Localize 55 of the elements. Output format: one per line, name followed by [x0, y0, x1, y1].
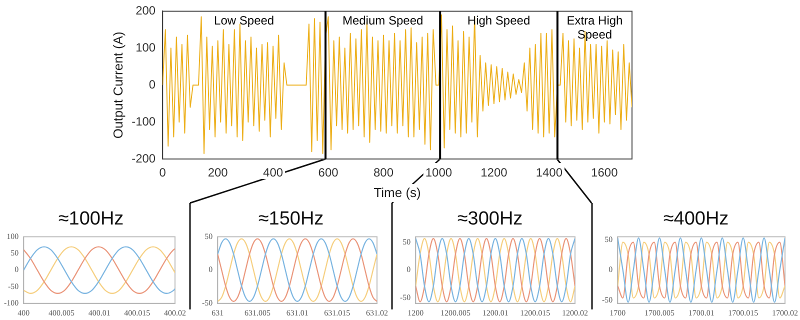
- x-tick-label: 1700.02: [772, 308, 798, 318]
- y-tick-label: 0: [208, 265, 213, 274]
- x-tick-label: 1200.01: [482, 308, 508, 318]
- y-tick-label: -100: [132, 114, 156, 128]
- x-tick-label: 800: [373, 166, 394, 180]
- x-tick-label: 1700.015: [728, 308, 758, 318]
- y-tick-label: 0: [14, 265, 19, 274]
- x-tick-label: 1200: [408, 308, 424, 318]
- y-tick-label: 200: [136, 4, 156, 18]
- chart-title: ≈150Hz: [258, 208, 324, 230]
- x-tick-label: 400: [18, 308, 30, 318]
- annotation: Low Speed: [214, 14, 274, 28]
- x-tick-label: 1000: [425, 166, 452, 180]
- x-tick-label: 1700.005: [644, 308, 674, 318]
- x-tick-label: 400.02: [164, 308, 186, 318]
- x-tick-label: 600: [318, 166, 339, 180]
- y-tick-label: 0: [608, 265, 613, 274]
- chart-title: ≈300Hz: [457, 208, 523, 230]
- y-tick-label: 50: [604, 234, 613, 244]
- x-tick-label: 631.01: [286, 308, 308, 318]
- x-tick-label: 400.015: [124, 308, 150, 318]
- y-tick-label: 100: [136, 40, 156, 54]
- x-tick-label: 631.02: [366, 308, 388, 318]
- x-tick-label: 400.005: [48, 308, 74, 318]
- y-tick-label: 50: [402, 237, 411, 246]
- y-tick-label: 0: [148, 77, 156, 92]
- annotation: Medium Speed: [342, 14, 424, 28]
- x-tick-label: 1200: [480, 166, 508, 180]
- x-tick-label: 400: [263, 166, 284, 180]
- x-tick-label: 0: [159, 166, 166, 180]
- y-tick-label: -50: [202, 298, 213, 308]
- y-tick-label: 100: [6, 232, 19, 241]
- y-tick-label: -200: [132, 151, 156, 166]
- x-tick-label: 1200.005: [440, 308, 470, 318]
- x-axis-title: Time (s): [374, 184, 421, 200]
- x-tick-label: 1200.015: [520, 308, 550, 318]
- chart-title: ≈100Hz: [58, 208, 124, 230]
- x-tick-label: 400.01: [88, 308, 110, 318]
- y-tick-label: 50: [10, 248, 19, 258]
- y-tick-label: 0: [406, 265, 411, 274]
- x-tick-label: 631.005: [244, 308, 270, 318]
- y-tick-label: -50: [400, 292, 411, 302]
- x-tick-label: 1700: [610, 308, 626, 318]
- x-tick-label: 1400: [536, 166, 563, 180]
- y-tick-label: -50: [602, 295, 613, 304]
- x-tick-label: 1600: [591, 166, 618, 180]
- x-tick-label: 631.015: [324, 308, 350, 318]
- x-tick-label: 1200.02: [562, 308, 588, 318]
- y-tick-label: -50: [8, 282, 19, 291]
- y-axis-title: Output Current (A): [110, 32, 126, 139]
- y-tick-label: -100: [4, 298, 19, 308]
- y-tick-label: 50: [204, 232, 213, 241]
- chart-title: ≈400Hz: [663, 208, 729, 230]
- x-tick-label: 631: [212, 308, 224, 318]
- x-tick-label: 1700.01: [688, 308, 714, 318]
